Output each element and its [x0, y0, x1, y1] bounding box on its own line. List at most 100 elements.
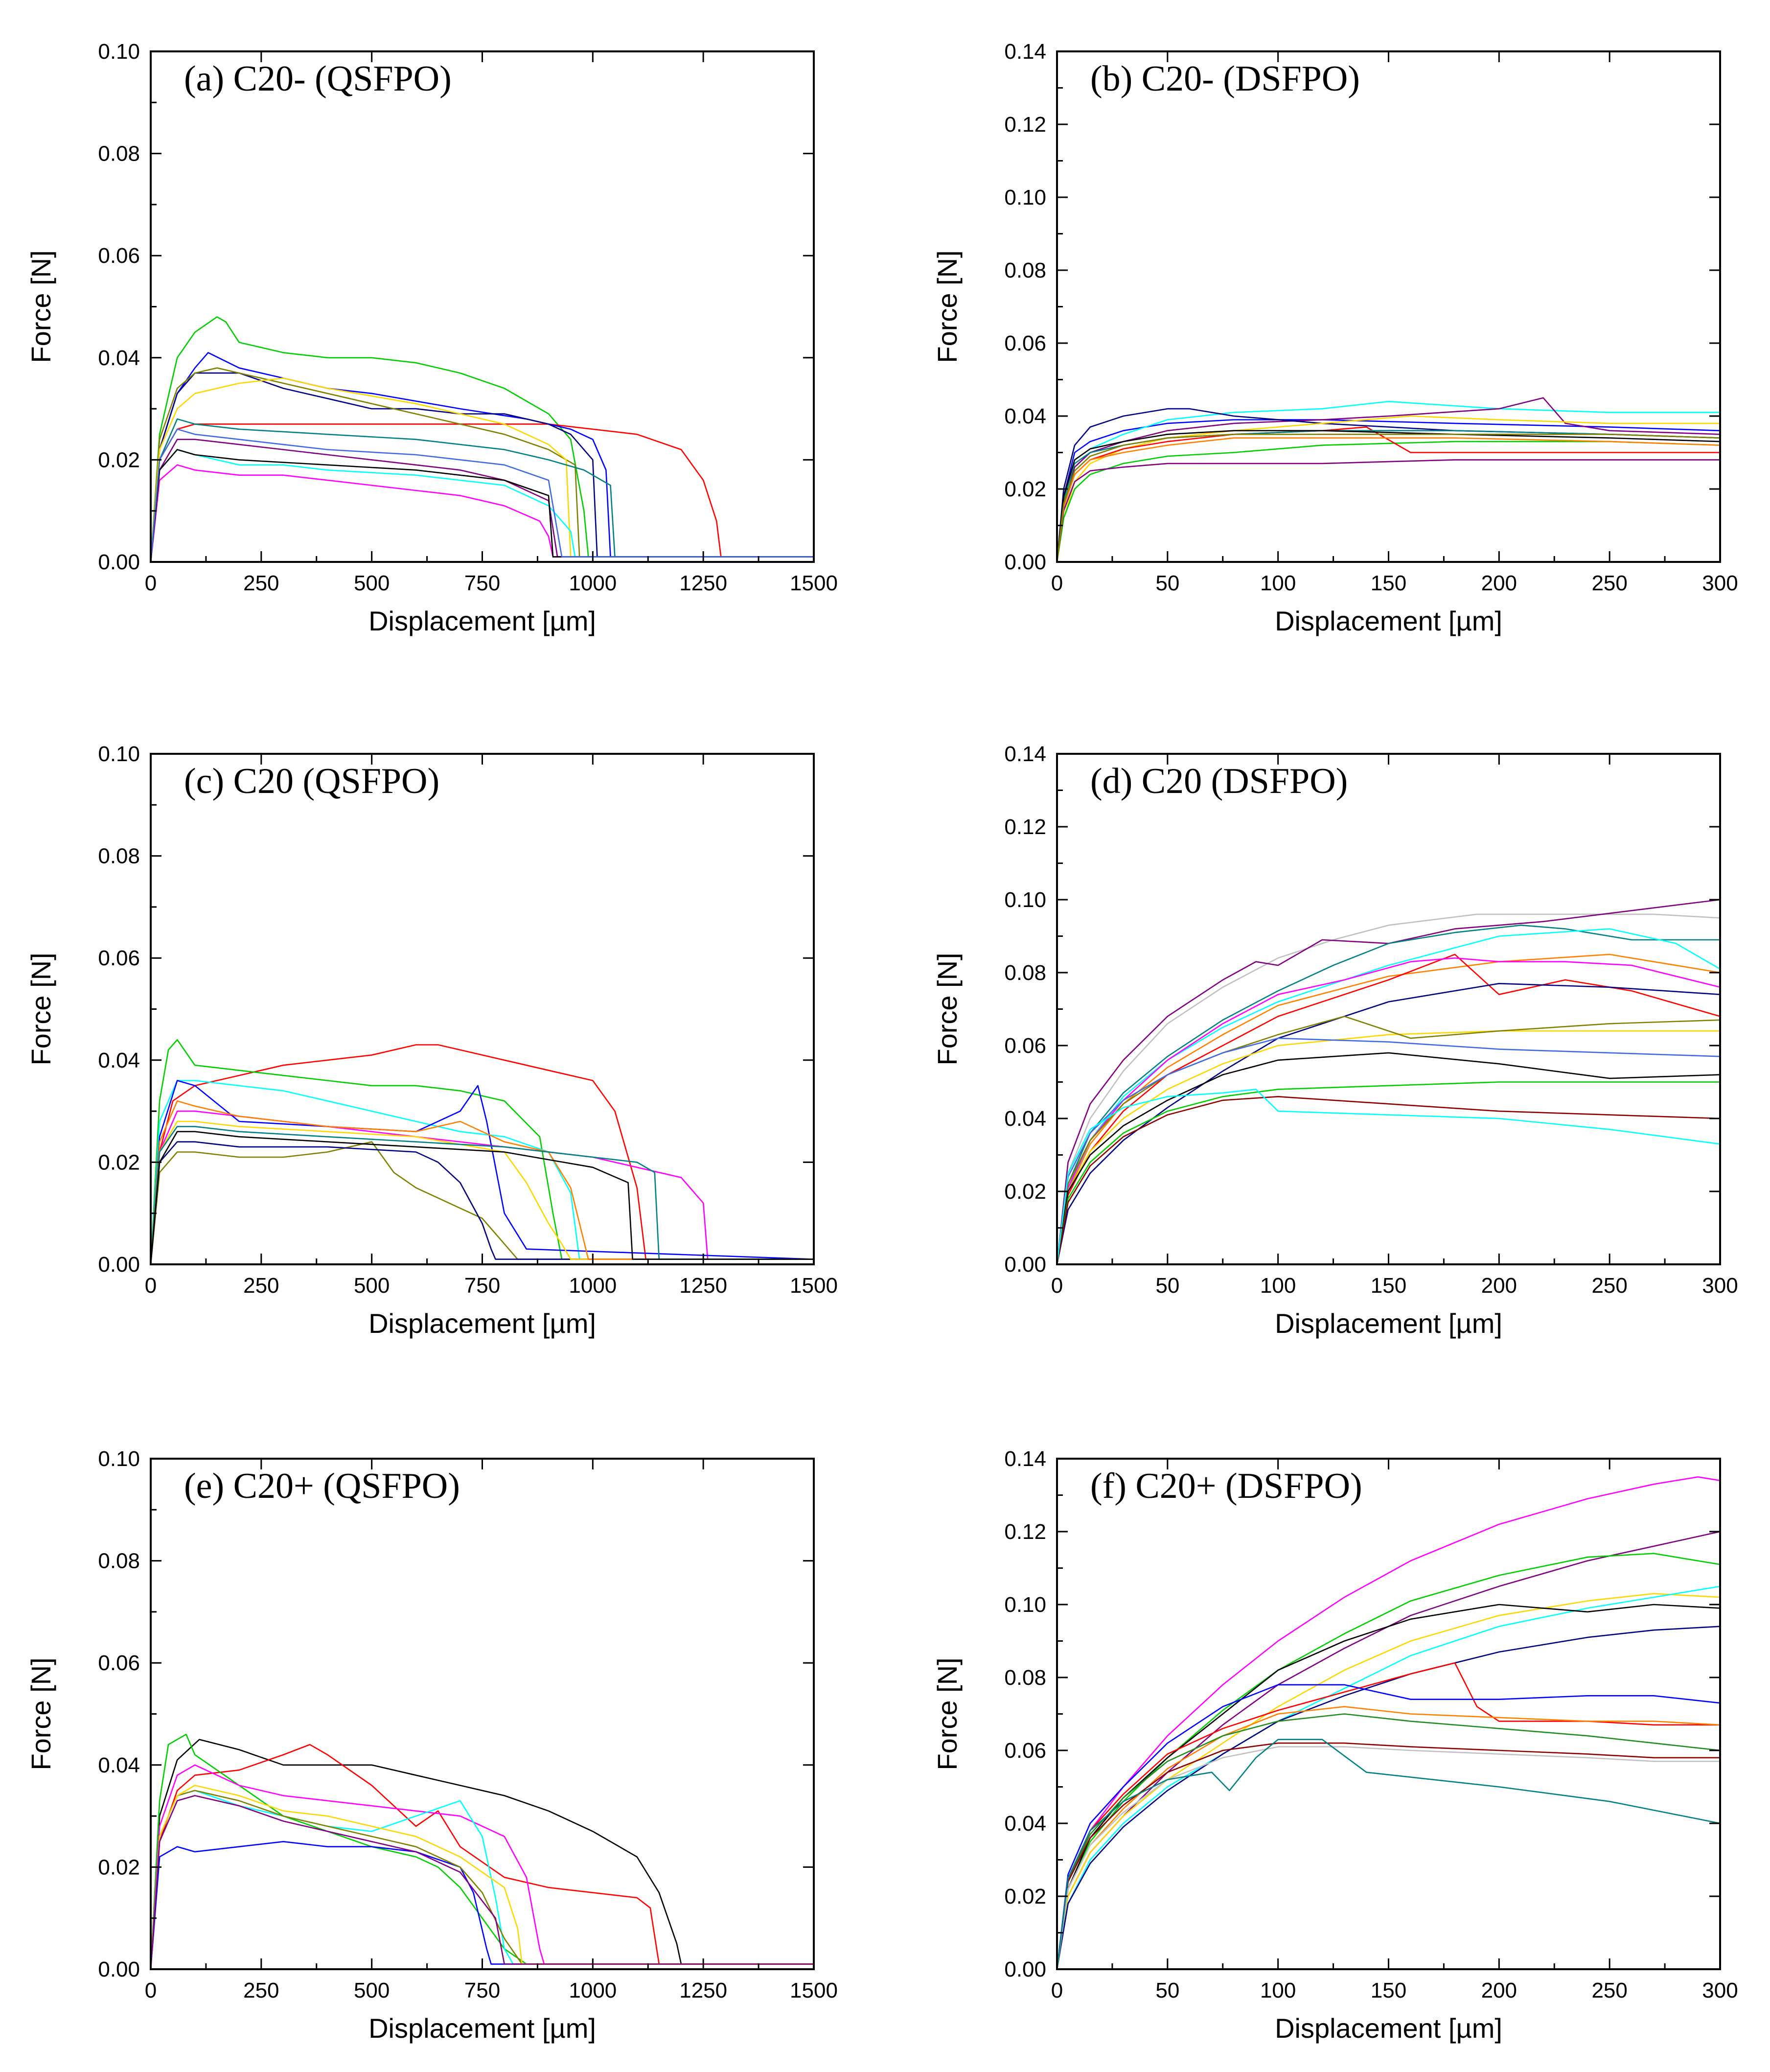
- panel-e-xtick-label: 750: [464, 1979, 500, 2002]
- panel-b-series: [1056, 397, 1721, 563]
- panel-f-title: (f) C20+ (DSFPO): [1090, 1466, 1362, 1506]
- panel-d-series-line-13: [1056, 1081, 1721, 1265]
- panel-e-series-line-1: [150, 1739, 815, 1970]
- panel-e-ytick-label: 0.04: [98, 1753, 140, 1777]
- panel-d-xtick-label: 150: [1371, 1274, 1406, 1298]
- panel-f-series-line-1: [1056, 1476, 1721, 1970]
- panel-f-xtick-label: 150: [1371, 1979, 1406, 2002]
- panel-b-ytick-label: 0.08: [1004, 258, 1046, 282]
- panel-d-xtick-label: 200: [1481, 1274, 1517, 1298]
- panel-c-xtick-label: 1500: [790, 1274, 838, 1298]
- panel-d-series-line-2: [1056, 899, 1721, 1265]
- panel-b-title: (b) C20- (DSFPO): [1090, 59, 1360, 99]
- panel-b-series-line-12: [1056, 433, 1721, 563]
- panel-e-ytick-label: 0.06: [98, 1651, 140, 1675]
- panel-f-xtick-label: 250: [1591, 1979, 1627, 2002]
- panel-e-title: (e) C20+ (QSFPO): [184, 1466, 460, 1506]
- panel-e-xtick-label: 1500: [790, 1979, 838, 2002]
- panel-c-series-line-11: [150, 1131, 815, 1265]
- panel-f-series-line-8: [1056, 1662, 1721, 1970]
- panel-c-ytick-label: 0.10: [98, 742, 140, 766]
- panel-b-series-line-10: [1056, 430, 1721, 563]
- panel-a-xtick-label: 250: [243, 571, 279, 595]
- panel-d-xtick-label: 300: [1702, 1274, 1738, 1298]
- panel-c-series-line-8: [150, 1120, 815, 1265]
- panel-f-ytick-label: 0.10: [1004, 1593, 1046, 1617]
- panel-e-ylabel: Force [N]: [25, 1657, 56, 1770]
- panel-c-ytick-label: 0.02: [98, 1150, 140, 1174]
- panel-b-ytick-label: 0.14: [1004, 40, 1046, 64]
- panel-c-ytick-label: 0.06: [98, 946, 140, 970]
- panel-d-ytick-label: 0.08: [1004, 961, 1046, 985]
- panel-a-series-line-10: [150, 439, 815, 563]
- panel-e-series-line-8: [150, 1785, 815, 1970]
- panel-f-ytick-label: 0.00: [1004, 1957, 1046, 1981]
- panel-f-xtick-label: 300: [1702, 1979, 1738, 2002]
- panel-c-ytick-label: 0.04: [98, 1048, 140, 1072]
- panel-c-title: (c) C20 (QSFPO): [184, 761, 439, 801]
- panel-b-ytick-label: 0.06: [1004, 331, 1046, 355]
- panel-d-ytick-label: 0.02: [1004, 1180, 1046, 1204]
- panel-b-ytick-label: 0.00: [1004, 550, 1046, 574]
- panel-b-xtick-label: 250: [1591, 571, 1627, 595]
- panel-b-xtick-label: 0: [1051, 571, 1063, 595]
- panel-a-ytick-label: 0.10: [98, 40, 140, 64]
- panel-a-series-line-9: [150, 418, 815, 563]
- panel-b-xtick-label: 150: [1371, 571, 1406, 595]
- panel-b-series-line-3: [1056, 397, 1721, 563]
- panel-d-xlabel: Displacement [µm]: [1275, 1308, 1502, 1339]
- panel-f-ytick-label: 0.02: [1004, 1885, 1046, 1909]
- panel-f-series-line-13: [1056, 1746, 1721, 1970]
- panel-d-series-line-8: [1056, 983, 1721, 1265]
- panel-e-xtick-label: 1250: [679, 1979, 727, 2002]
- panel-d-xtick-label: 50: [1155, 1274, 1179, 1298]
- panel-a-ytick-label: 0.08: [98, 142, 140, 166]
- panel-a-xtick-label: 0: [145, 571, 157, 595]
- panel-c-series-line-9: [150, 1100, 815, 1265]
- panel-b-ylabel: Force [N]: [932, 250, 963, 363]
- panel-c-xtick-label: 1250: [679, 1274, 727, 1298]
- panel-f-xlabel: Displacement [µm]: [1275, 2013, 1502, 2044]
- panel-c-series-line-10: [150, 1126, 815, 1265]
- panel-a-series-line-12: [150, 428, 815, 563]
- panel-c-ytick-label: 0.00: [98, 1253, 140, 1277]
- panel-a-ytick-label: 0.02: [98, 448, 140, 472]
- panel-b-xtick-label: 50: [1155, 571, 1179, 595]
- panel-a-series-line-6: [150, 377, 815, 563]
- panel-e-xtick-label: 1000: [569, 1979, 617, 2002]
- panel-b-ytick-label: 0.02: [1004, 477, 1046, 501]
- panel-c-ylabel: Force [N]: [25, 953, 56, 1065]
- panel-a-ytick-label: 0.04: [98, 346, 140, 370]
- panel-c-series-line-5: [150, 1141, 815, 1265]
- panel-d-series: [1056, 899, 1721, 1265]
- panel-d-ytick-label: 0.12: [1004, 815, 1046, 839]
- panel-d-xtick-label: 100: [1260, 1274, 1296, 1298]
- panel-a-series: [150, 316, 815, 563]
- panel-d-series-line-1: [1056, 913, 1721, 1265]
- panel-d-ylabel: Force [N]: [932, 953, 963, 1065]
- panel-a-ytick-label: 0.00: [98, 550, 140, 574]
- panel-c-series-line-1: [150, 1044, 815, 1265]
- panel-e-series-line-4: [150, 1764, 815, 1970]
- panel-d-ytick-label: 0.04: [1004, 1107, 1046, 1131]
- panel-f-series-line-9: [1056, 1684, 1721, 1970]
- panel-b-ytick-label: 0.10: [1004, 186, 1046, 210]
- panel-c: 0 250 500 750 1000 1250 1500 0.00 0.02 0.04 0.06 0.…: [25, 742, 838, 1339]
- panel-b-ytick-label: 0.12: [1004, 113, 1046, 137]
- panel-a-xtick-label: 1000: [569, 571, 617, 595]
- panel-f-series: [1056, 1476, 1721, 1970]
- panel-f-series-line-14: [1056, 1739, 1721, 1970]
- panel-f-xtick-label: 0: [1051, 1979, 1063, 2002]
- panel-c-series-line-6: [150, 1141, 815, 1265]
- panel-d-series-line-10: [1056, 1016, 1721, 1265]
- panel-e-series-line-7: [150, 1790, 815, 1970]
- panel-b: 0 50 100 150 200 250 300 0.00 0.02 0.04 0.06 0.08 0.…: [932, 40, 1738, 636]
- panel-c-xtick-label: 0: [145, 1274, 157, 1298]
- panel-f-ylabel: Force [N]: [932, 1657, 963, 1770]
- panel-b-xtick-label: 200: [1481, 571, 1517, 595]
- panel-f-series-line-4: [1056, 1593, 1721, 1970]
- panel-e-xlabel: Displacement [µm]: [368, 2013, 596, 2044]
- panel-a: 0 250 500 750 1000 1250 1500 0.00 0.02 0.04 0.06 0.…: [25, 40, 838, 636]
- panel-e-ytick-label: 0.10: [98, 1447, 140, 1471]
- panel-c-xtick-label: 500: [354, 1274, 390, 1298]
